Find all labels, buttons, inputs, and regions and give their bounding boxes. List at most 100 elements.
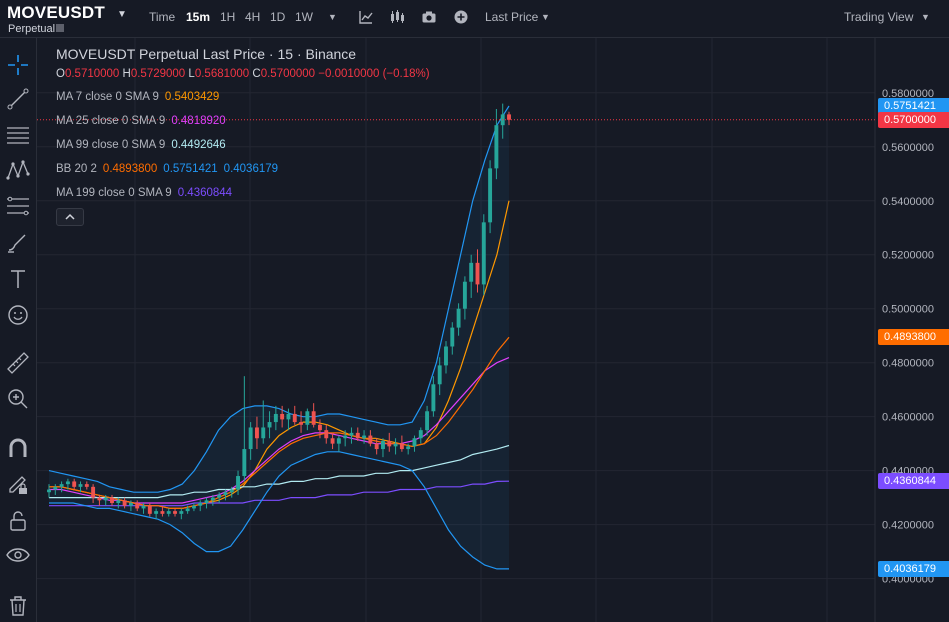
interval-1w[interactable]: 1W bbox=[295, 10, 313, 24]
view-mode-select[interactable]: Trading View bbox=[844, 10, 914, 24]
indicator-label: MA 99 close 0 SMA 9 bbox=[56, 139, 166, 151]
candle-body bbox=[147, 505, 152, 514]
candle-body bbox=[318, 424, 322, 431]
indicator-value: 0.4036179 bbox=[223, 163, 279, 175]
price-type-dropdown-icon[interactable]: ▼ bbox=[541, 12, 550, 22]
eye-icon[interactable] bbox=[5, 542, 31, 568]
candle-body bbox=[305, 411, 310, 425]
candle-body bbox=[431, 384, 436, 412]
price-tag-last: 0.5700000 bbox=[878, 112, 949, 128]
text-icon[interactable] bbox=[5, 266, 31, 292]
emoji-icon[interactable] bbox=[5, 302, 31, 328]
candle-body bbox=[387, 440, 392, 447]
unlock-icon[interactable] bbox=[5, 508, 31, 534]
price-tick-label: 0.5000000 bbox=[882, 304, 934, 316]
fib-retracement-icon[interactable] bbox=[5, 193, 31, 219]
candle-body bbox=[336, 438, 341, 444]
price-tag-bb-basis: 0.4893800 bbox=[878, 329, 949, 345]
candle-body bbox=[475, 262, 480, 285]
candle-body bbox=[198, 503, 203, 506]
candle-body bbox=[173, 511, 177, 514]
candle-body bbox=[65, 481, 70, 485]
candle-body bbox=[507, 114, 511, 120]
candle-body bbox=[381, 440, 385, 450]
indicator-value: 0.4492646 bbox=[171, 139, 226, 151]
price-tag-bb-lower: 0.4036179 bbox=[878, 561, 949, 577]
open-label: O bbox=[56, 68, 65, 80]
high-value: 0.5729000 bbox=[130, 68, 186, 80]
candle-body bbox=[254, 427, 259, 439]
top-bar: MOVEUSDT ▼ Perpetual Time 15m 1H 4H 1D 1… bbox=[0, 0, 949, 38]
interval-4h[interactable]: 4H bbox=[245, 10, 261, 24]
indicator-ma99[interactable]: MA 99 close 0 SMA 9 0.4492646 bbox=[56, 139, 226, 151]
candle-body bbox=[481, 222, 486, 285]
ruler-icon[interactable] bbox=[5, 350, 31, 376]
candle-body bbox=[399, 443, 404, 450]
candle-body bbox=[469, 262, 474, 282]
price-tag-bb-upper: 0.5751421 bbox=[878, 98, 949, 114]
camera-icon[interactable] bbox=[421, 9, 437, 25]
symbol-name[interactable]: MOVEUSDT bbox=[7, 3, 105, 22]
interval-1d[interactable]: 1D bbox=[270, 10, 286, 24]
candle-body bbox=[116, 500, 121, 504]
candle-body bbox=[362, 435, 367, 439]
indicator-value: 0.4360844 bbox=[177, 187, 233, 199]
add-icon[interactable] bbox=[453, 9, 469, 25]
candle-body bbox=[97, 497, 102, 501]
candle-body bbox=[141, 505, 146, 509]
horizontal-lines-icon[interactable] bbox=[5, 122, 31, 148]
indicator-ma199[interactable]: MA 199 close 0 SMA 9 0.4360844 bbox=[56, 187, 232, 199]
indicator-ma25[interactable]: MA 25 close 0 SMA 9 0.4818920 bbox=[56, 115, 226, 127]
zoom-in-icon[interactable] bbox=[5, 386, 31, 412]
candle-body bbox=[242, 449, 247, 477]
candle-body bbox=[47, 489, 51, 493]
collapse-legend-button[interactable] bbox=[56, 208, 84, 226]
magnet-icon[interactable] bbox=[5, 435, 31, 461]
candle-body bbox=[91, 486, 96, 498]
bollinger-band-fill bbox=[49, 106, 509, 569]
candle-body bbox=[273, 413, 278, 423]
indicator-label: MA 199 close 0 SMA 9 bbox=[56, 187, 172, 199]
candle-body bbox=[406, 446, 411, 450]
indicator-label: MA 7 close 0 SMA 9 bbox=[56, 91, 159, 103]
lock-pencil-icon[interactable] bbox=[5, 471, 31, 497]
interval-1h[interactable]: 1H bbox=[220, 10, 236, 24]
contract-type: Perpetual bbox=[8, 23, 65, 35]
time-label: Time bbox=[149, 10, 176, 24]
crosshair-icon[interactable] bbox=[5, 52, 31, 78]
pattern-icon[interactable] bbox=[5, 158, 31, 184]
high-label: H bbox=[122, 68, 131, 80]
trend-line-icon[interactable] bbox=[5, 86, 31, 112]
candle-body bbox=[349, 432, 354, 436]
indicator-label: MA 25 close 0 SMA 9 bbox=[56, 115, 166, 127]
candle-body bbox=[324, 430, 329, 439]
indicator-ma7[interactable]: MA 7 close 0 SMA 9 0.5403429 bbox=[56, 91, 219, 103]
candle-body bbox=[456, 308, 461, 328]
ohlc-readout: O0.5710000 H0.5729000 L0.5681000 C0.5700… bbox=[56, 68, 430, 80]
candle-body bbox=[488, 168, 493, 223]
symbol-dropdown-icon[interactable]: ▼ bbox=[117, 9, 127, 20]
trash-icon[interactable] bbox=[5, 593, 31, 619]
price-type-select[interactable]: Last Price bbox=[485, 10, 539, 24]
candle-body bbox=[217, 494, 222, 498]
view-mode-dropdown-icon[interactable]: ▼ bbox=[921, 12, 930, 22]
more-intervals-icon[interactable]: ▼ bbox=[328, 12, 337, 22]
indicator-bb[interactable]: BB 20 2 0.4893800 0.5751421 0.4036179 bbox=[56, 163, 278, 175]
candle-body bbox=[72, 481, 77, 487]
indicator-value: 0.4893800 bbox=[102, 163, 158, 175]
brush-icon[interactable] bbox=[5, 230, 31, 256]
indicators-icon[interactable] bbox=[358, 9, 374, 25]
candle-body bbox=[110, 497, 114, 504]
candle-body bbox=[191, 505, 196, 509]
candle-body bbox=[412, 438, 417, 447]
candle-body bbox=[330, 438, 335, 444]
chart-type-candles-icon[interactable] bbox=[389, 9, 405, 25]
series-line-bb-20-2-lower bbox=[49, 451, 509, 570]
candle-body bbox=[179, 511, 184, 514]
candle-body bbox=[185, 508, 190, 512]
info-square-icon bbox=[56, 24, 65, 32]
interval-15m[interactable]: 15m bbox=[186, 10, 211, 24]
candle-body bbox=[166, 511, 171, 514]
drawing-toolbar bbox=[0, 38, 37, 622]
candle-body bbox=[292, 413, 297, 423]
